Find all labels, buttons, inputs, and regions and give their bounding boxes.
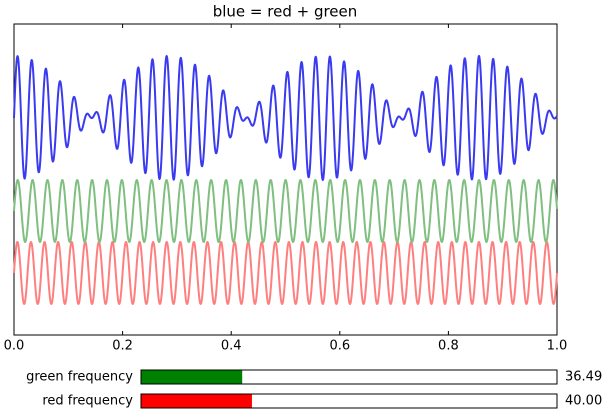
x-tick-label: 0.4	[221, 339, 242, 354]
slider-label: green frequency	[26, 370, 133, 385]
chart-title: blue = red + green	[213, 3, 358, 21]
slider-label: red frequency	[42, 394, 133, 409]
x-tick-label: 1.0	[547, 339, 568, 354]
plot-frame	[13, 23, 558, 336]
slider-fill	[141, 370, 243, 384]
slider-track[interactable]	[140, 369, 558, 385]
x-tick-label: 0.0	[4, 339, 25, 354]
x-tick-label: 0.8	[438, 339, 459, 354]
slider-value: 40.00	[565, 394, 602, 409]
x-tick-label: 0.6	[329, 339, 350, 354]
red-wave	[13, 241, 558, 305]
x-tick-label: 0.2	[112, 339, 133, 354]
slider-value: 36.49	[565, 370, 602, 385]
green-wave	[13, 179, 558, 243]
slider-fill	[141, 394, 252, 408]
slider-track[interactable]	[140, 393, 558, 409]
sum-wave	[13, 55, 558, 181]
